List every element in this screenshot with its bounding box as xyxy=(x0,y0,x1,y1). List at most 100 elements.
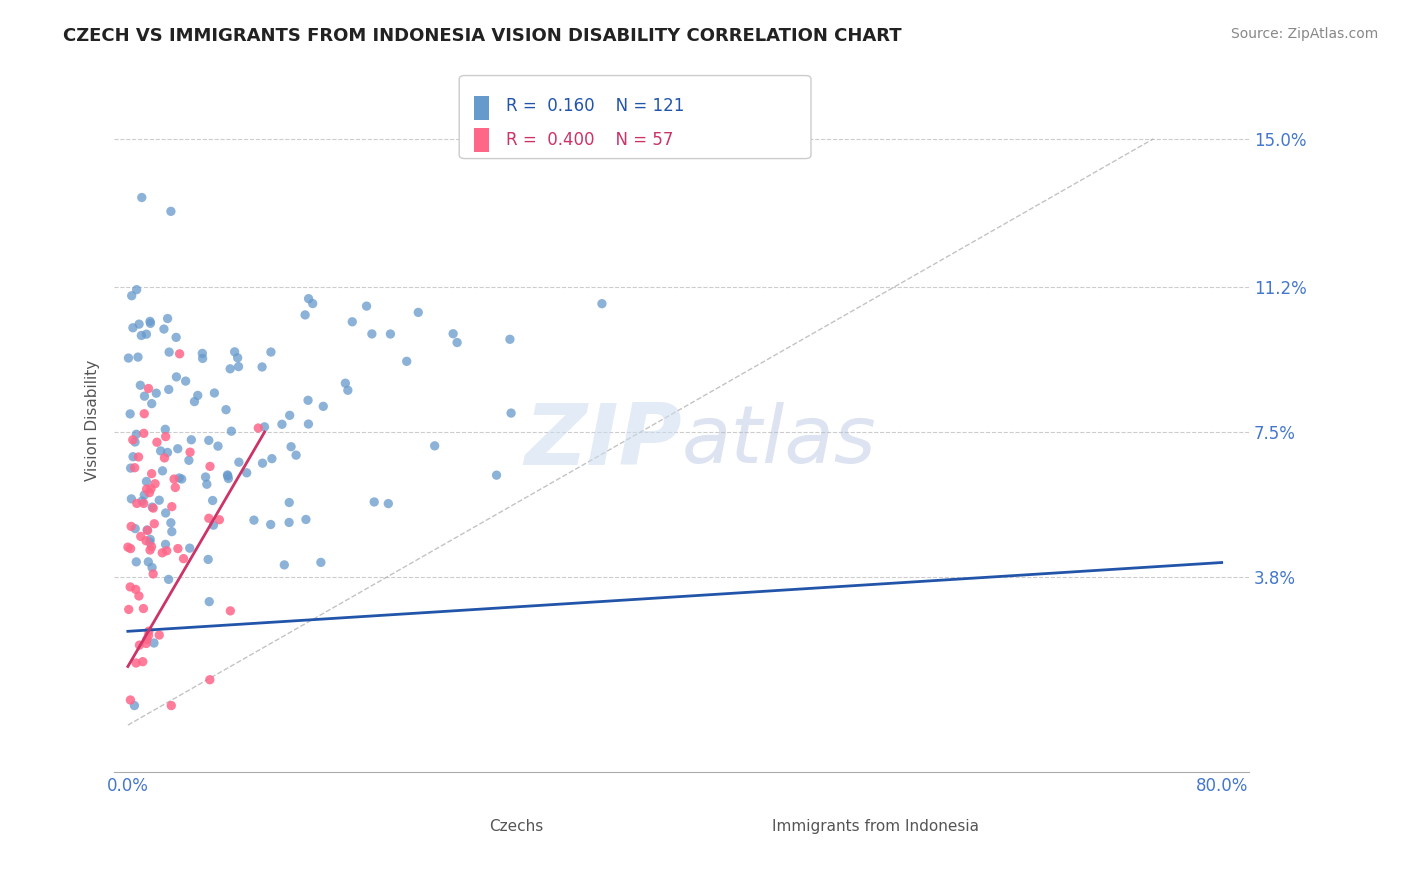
Point xyxy=(278,516,301,530)
Point xyxy=(125,496,148,510)
FancyBboxPatch shape xyxy=(474,128,489,152)
FancyBboxPatch shape xyxy=(474,96,489,120)
Point xyxy=(167,541,190,556)
Point xyxy=(138,485,160,500)
Point xyxy=(260,451,283,466)
Point xyxy=(198,594,221,608)
Point xyxy=(295,512,318,526)
Point xyxy=(208,513,231,527)
Point xyxy=(591,296,613,310)
Point xyxy=(215,402,238,417)
Point xyxy=(145,386,167,401)
Point xyxy=(380,326,402,341)
Point xyxy=(202,386,225,401)
Point xyxy=(129,378,152,392)
Point xyxy=(173,551,195,566)
Point xyxy=(198,511,221,525)
Point xyxy=(153,450,176,465)
Point xyxy=(131,328,153,343)
Point xyxy=(309,555,332,569)
Point xyxy=(297,417,319,431)
Point xyxy=(228,455,250,469)
Point xyxy=(170,472,193,486)
Point xyxy=(136,555,159,569)
Point xyxy=(132,601,155,615)
Point xyxy=(423,439,446,453)
Point xyxy=(120,541,142,556)
Point xyxy=(125,582,148,597)
Text: CZECH VS IMMIGRANTS FROM INDONESIA VISION DISABILITY CORRELATION CHART: CZECH VS IMMIGRANTS FROM INDONESIA VISIO… xyxy=(63,27,901,45)
Point xyxy=(134,407,156,421)
Point xyxy=(360,326,382,341)
Point xyxy=(202,518,225,533)
Point xyxy=(143,636,166,650)
Point xyxy=(155,506,177,520)
Point xyxy=(224,344,246,359)
Point xyxy=(485,468,508,483)
Point xyxy=(124,460,146,475)
Point xyxy=(228,359,250,374)
Point xyxy=(157,383,180,397)
Point xyxy=(135,327,157,342)
Point xyxy=(155,422,177,436)
Point xyxy=(226,351,249,365)
Point xyxy=(160,500,183,514)
Point xyxy=(197,434,219,448)
Point xyxy=(217,469,239,483)
Point xyxy=(219,604,242,618)
Point xyxy=(336,384,359,398)
Point xyxy=(125,283,148,297)
Point xyxy=(187,388,209,402)
Point xyxy=(197,552,219,566)
Point xyxy=(141,500,163,515)
Point xyxy=(153,322,176,336)
Point xyxy=(120,491,142,506)
Point xyxy=(148,493,170,508)
Point xyxy=(446,335,468,350)
Point xyxy=(260,517,283,532)
Point xyxy=(278,495,301,509)
Point xyxy=(198,459,221,474)
Point xyxy=(179,445,201,459)
Point xyxy=(160,524,183,539)
Point xyxy=(120,693,142,707)
Point xyxy=(139,314,162,328)
Point xyxy=(150,546,173,560)
Point xyxy=(124,522,146,536)
Point xyxy=(143,516,166,531)
Point xyxy=(120,407,142,421)
Point xyxy=(138,624,160,639)
Point xyxy=(195,477,218,491)
Point xyxy=(201,493,224,508)
Point xyxy=(128,638,150,652)
Point xyxy=(131,494,153,508)
Point xyxy=(198,673,221,687)
Point xyxy=(312,400,335,414)
Point xyxy=(132,426,155,441)
Point xyxy=(117,540,139,554)
Point xyxy=(132,496,155,510)
Point xyxy=(441,326,464,341)
Point xyxy=(141,467,163,481)
Point xyxy=(271,417,294,432)
Point xyxy=(217,467,239,482)
Point xyxy=(163,472,186,486)
Text: Czechs: Czechs xyxy=(489,819,543,834)
Point xyxy=(128,317,150,331)
Point xyxy=(406,305,429,319)
Point xyxy=(128,589,150,603)
Point xyxy=(118,602,141,616)
Point xyxy=(121,433,143,447)
Text: ZIP: ZIP xyxy=(524,400,682,483)
Point xyxy=(169,347,191,361)
Point xyxy=(143,476,166,491)
Point xyxy=(125,427,148,442)
FancyBboxPatch shape xyxy=(460,814,481,835)
Point xyxy=(136,524,159,538)
Text: Source: ZipAtlas.com: Source: ZipAtlas.com xyxy=(1230,27,1378,41)
Y-axis label: Vision Disability: Vision Disability xyxy=(86,359,100,481)
Point xyxy=(156,445,179,459)
Point xyxy=(294,308,316,322)
Point xyxy=(148,628,170,642)
Point xyxy=(499,332,522,346)
